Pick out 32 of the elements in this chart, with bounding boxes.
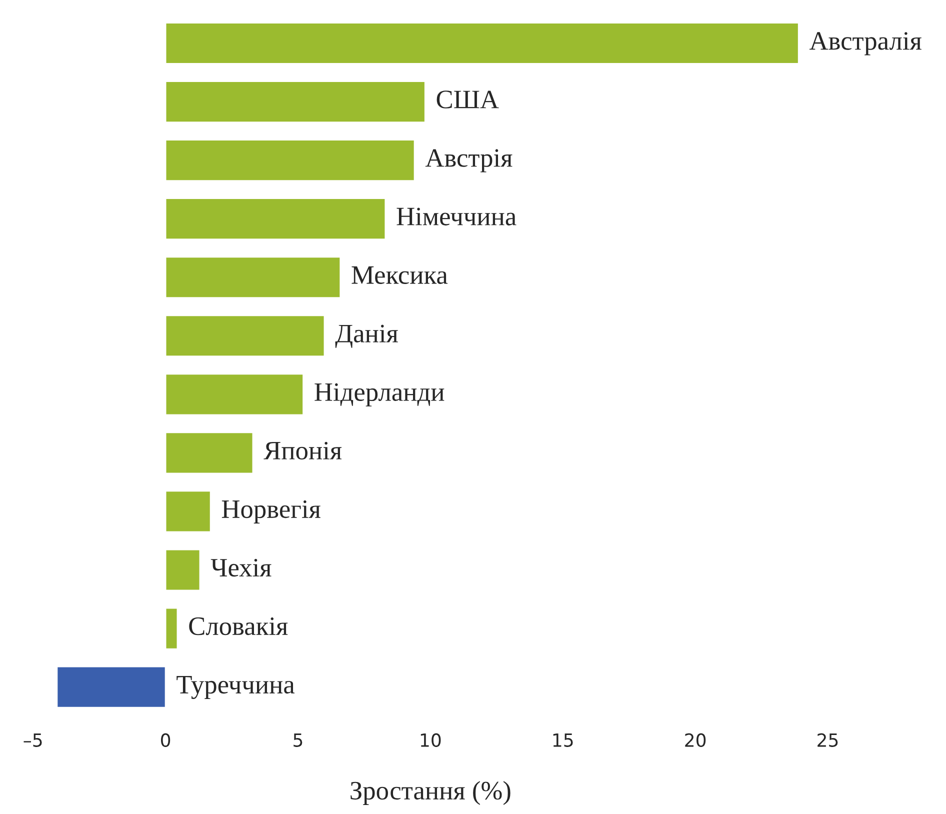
y-tick-label: Німеччина xyxy=(396,208,516,226)
x-tick-label: 20 xyxy=(685,733,706,747)
x-tick-label: –5 xyxy=(24,734,42,747)
y-tick-label: Нідерланди xyxy=(314,383,444,406)
bar xyxy=(164,314,326,358)
bar xyxy=(164,256,342,299)
bar xyxy=(164,607,178,650)
y-tick-label: Туреччина xyxy=(176,676,295,700)
bar xyxy=(164,139,416,182)
y-tick-label: Австралія xyxy=(809,32,922,56)
y-tick-label: Данія xyxy=(335,324,398,348)
bar xyxy=(164,432,254,474)
x-tick-label: 5 xyxy=(294,734,302,747)
x-tick-label: 15 xyxy=(553,734,573,747)
y-tick-label: Мексика xyxy=(352,266,448,284)
y-tick-label: Австрія xyxy=(425,149,512,172)
y-tick-label: США xyxy=(436,90,499,108)
bar xyxy=(164,22,800,64)
bar xyxy=(164,198,386,240)
y-tick-label: Словакія xyxy=(189,617,288,636)
y-tick-label: Норвегія xyxy=(222,500,320,524)
x-tick-label: 25 xyxy=(818,733,838,747)
x-axis-title: Зростання (%) xyxy=(350,781,510,805)
bar xyxy=(164,490,212,533)
x-tick-label: 10 xyxy=(420,733,441,747)
x-tick-label: 0 xyxy=(160,733,170,747)
bar xyxy=(164,373,304,416)
bar xyxy=(164,548,201,592)
y-tick-label: Чехія xyxy=(210,558,272,577)
y-tick-label: Японія xyxy=(264,442,342,460)
bar xyxy=(56,666,166,708)
bar xyxy=(164,80,426,123)
